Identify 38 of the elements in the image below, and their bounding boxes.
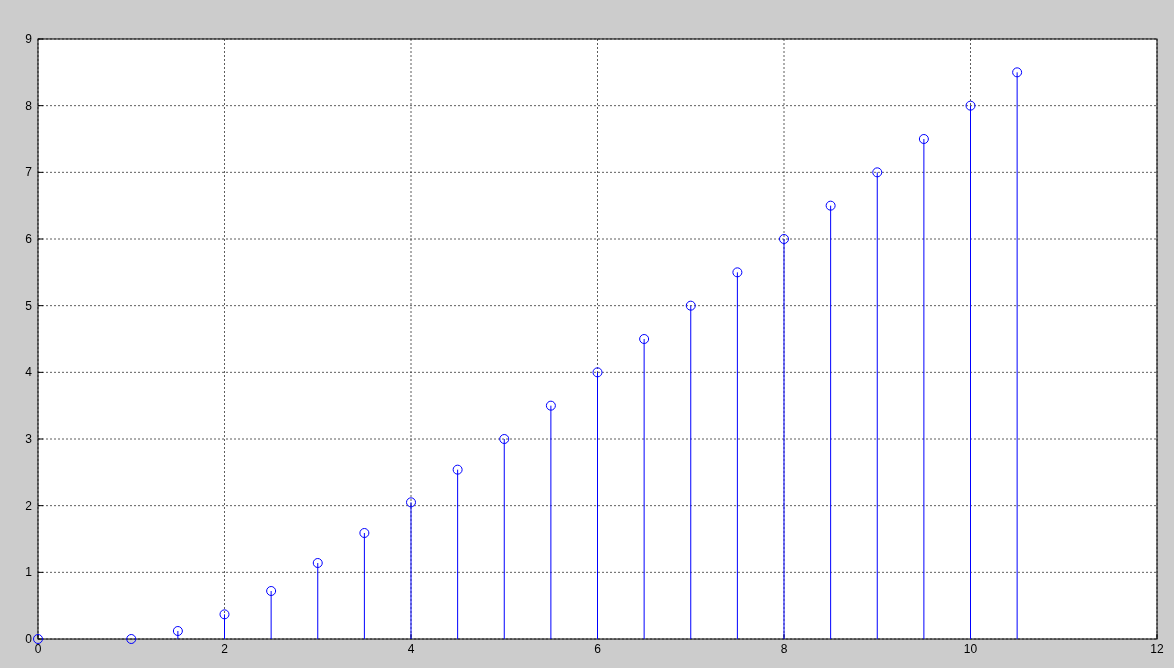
- x-tick-label: 12: [1150, 642, 1164, 656]
- point: [918, 134, 929, 144]
- point: [825, 200, 836, 211]
- point: [1012, 67, 1023, 78]
- point: [359, 528, 370, 538]
- x-tick-label: 0: [34, 642, 42, 656]
- y-tick-label: 5: [25, 298, 33, 313]
- y-tick-label: 2: [25, 498, 33, 513]
- y-tick-label: 4: [25, 365, 33, 380]
- point: [639, 334, 650, 344]
- point: [406, 497, 416, 508]
- x-tick-label: 10: [963, 642, 978, 656]
- point: [965, 100, 976, 111]
- point: [872, 167, 883, 178]
- point: [732, 267, 743, 278]
- y-tick-label: 9: [25, 32, 33, 46]
- x-tick-label: 6: [594, 642, 602, 656]
- point: [172, 626, 183, 636]
- point: [545, 400, 556, 411]
- point: [499, 434, 510, 444]
- point: [33, 634, 43, 644]
- x-tick-label: 2: [221, 642, 229, 656]
- x-tick-label: 8: [780, 642, 788, 656]
- point: [126, 634, 137, 644]
- y-tick-label: 1: [25, 565, 33, 580]
- point: [592, 367, 603, 378]
- y-tick-label: 7: [25, 165, 33, 180]
- y-tick-label: 8: [25, 98, 33, 113]
- point: [312, 558, 323, 568]
- point: [219, 609, 230, 620]
- y-tick-label: 3: [25, 432, 33, 446]
- y-tick-label: 0: [25, 632, 33, 646]
- point: [452, 464, 463, 475]
- y-tick-label: 6: [25, 232, 33, 246]
- point: [685, 300, 696, 311]
- point: [779, 234, 789, 244]
- x-tick-label: 4: [407, 642, 415, 656]
- point: [266, 586, 277, 596]
